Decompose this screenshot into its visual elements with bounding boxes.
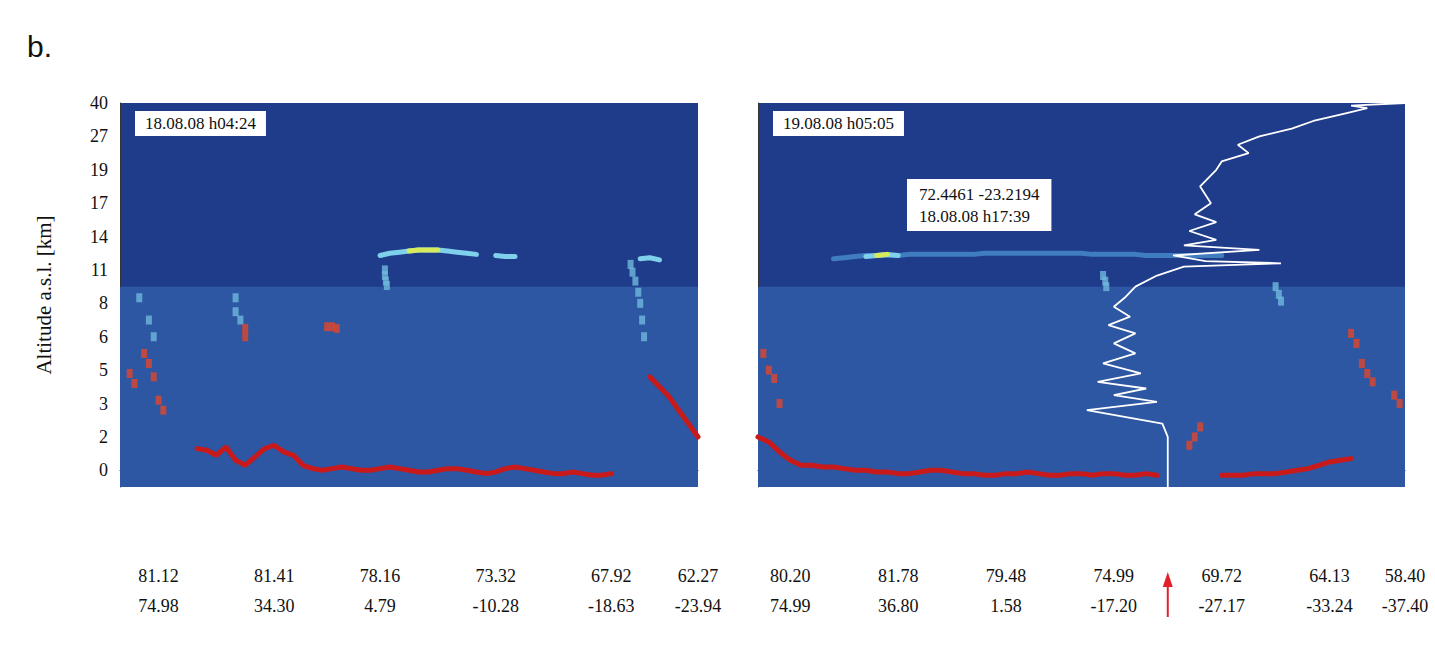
svg-text:73.32: 73.32 <box>475 566 516 586</box>
svg-text:62.27: 62.27 <box>678 566 719 586</box>
svg-text:-37.40: -37.40 <box>1382 596 1429 616</box>
svg-text:-33.24: -33.24 <box>1306 596 1353 616</box>
svg-text:74.98: 74.98 <box>138 596 179 616</box>
svg-text:72.4461 -23.2194: 72.4461 -23.2194 <box>919 185 1040 204</box>
svg-text:19: 19 <box>90 160 108 180</box>
svg-text:6: 6 <box>99 327 108 347</box>
svg-text:4.79: 4.79 <box>364 596 396 616</box>
svg-text:81.12: 81.12 <box>138 566 179 586</box>
svg-text:11: 11 <box>91 260 108 280</box>
svg-text:3: 3 <box>99 394 108 414</box>
svg-text:79.48: 79.48 <box>986 566 1027 586</box>
svg-text:-27.17: -27.17 <box>1198 596 1245 616</box>
svg-text:-17.20: -17.20 <box>1091 596 1138 616</box>
svg-text:14: 14 <box>90 227 108 247</box>
svg-text:81.78: 81.78 <box>878 566 919 586</box>
svg-text:40: 40 <box>90 93 108 113</box>
svg-text:81.41: 81.41 <box>254 566 295 586</box>
svg-text:74.99: 74.99 <box>1094 566 1135 586</box>
svg-text:64.13: 64.13 <box>1309 566 1350 586</box>
svg-text:b.: b. <box>27 30 52 63</box>
svg-text:8: 8 <box>99 293 108 313</box>
svg-text:69.72: 69.72 <box>1201 566 1242 586</box>
svg-text:Altitude a.s.l. [km]: Altitude a.s.l. [km] <box>32 215 56 374</box>
svg-text:0: 0 <box>99 460 108 480</box>
svg-text:34.30: 34.30 <box>254 596 295 616</box>
svg-text:78.16: 78.16 <box>360 566 401 586</box>
svg-text:67.92: 67.92 <box>591 566 632 586</box>
svg-text:5: 5 <box>99 360 108 380</box>
svg-text:18.08.08 h17:39: 18.08.08 h17:39 <box>919 207 1030 226</box>
svg-text:1.58: 1.58 <box>990 596 1022 616</box>
svg-text:17: 17 <box>90 193 108 213</box>
svg-text:58.40: 58.40 <box>1385 566 1426 586</box>
svg-text:36.80: 36.80 <box>878 596 919 616</box>
svg-text:-10.28: -10.28 <box>472 596 519 616</box>
svg-text:80.20: 80.20 <box>770 566 811 586</box>
svg-text:19.08.08 h05:05: 19.08.08 h05:05 <box>783 114 894 133</box>
svg-text:74.99: 74.99 <box>770 596 811 616</box>
svg-text:27: 27 <box>90 126 108 146</box>
svg-text:2: 2 <box>99 427 108 447</box>
svg-text:-23.94: -23.94 <box>675 596 722 616</box>
svg-text:-18.63: -18.63 <box>588 596 635 616</box>
svg-text:18.08.08 h04:24: 18.08.08 h04:24 <box>145 114 256 133</box>
